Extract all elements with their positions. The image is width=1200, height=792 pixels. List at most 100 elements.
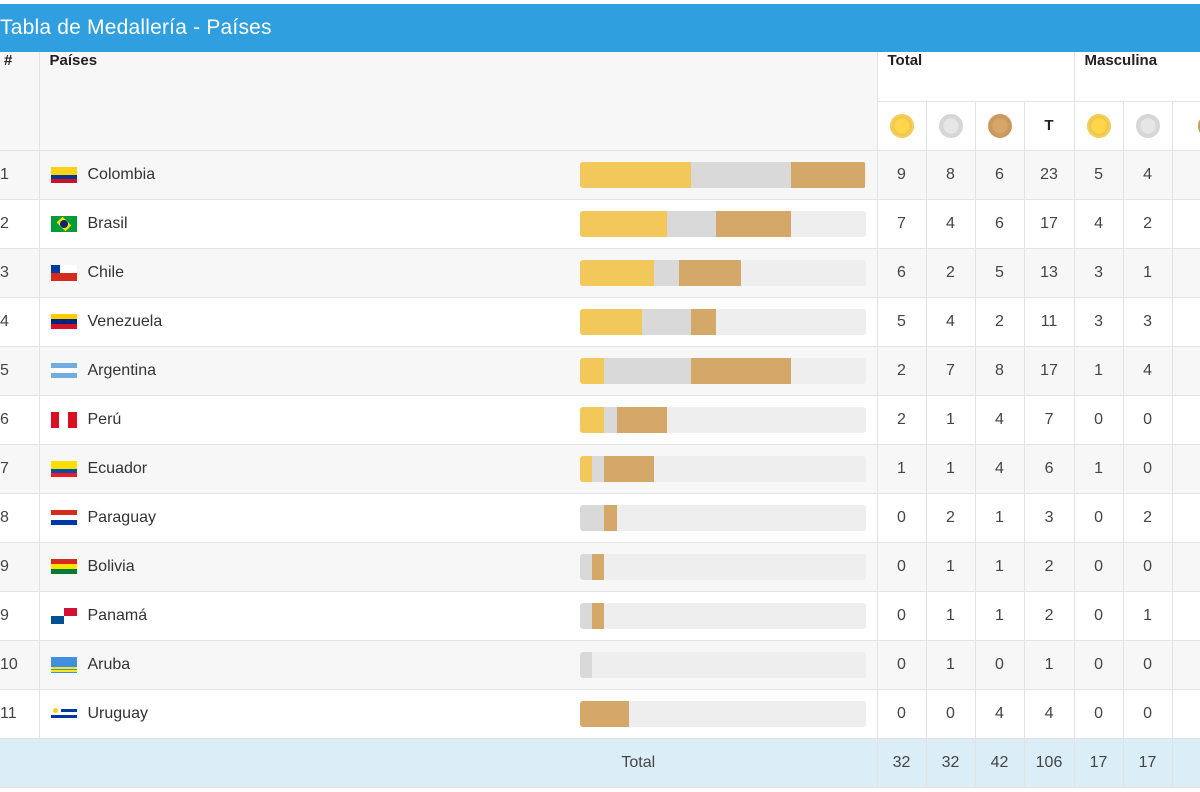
- table-row: 1 Colombia 98623543: [0, 150, 1200, 200]
- uruguay-flag-icon: [50, 705, 77, 722]
- country-name[interactable]: Venezuela: [87, 312, 163, 330]
- bronze-bar-segment: [604, 455, 655, 482]
- page-title: Tabla de Medallería - Países: [0, 16, 272, 39]
- total-count: 1: [1024, 640, 1075, 690]
- medal-bar: [579, 455, 866, 482]
- medal-bar: [579, 308, 866, 335]
- table-row: 11Uruguay0044002: [0, 689, 1200, 739]
- bronze-bar-segment: [591, 553, 605, 580]
- country-name[interactable]: Panamá: [87, 606, 148, 624]
- country-name[interactable]: Argentina: [87, 361, 157, 379]
- silver-count: 7: [926, 346, 976, 396]
- country-name[interactable]: Uruguay: [87, 704, 148, 722]
- country-name[interactable]: Paraguay: [87, 508, 157, 526]
- title-bar: Tabla de Medallería - Países: [0, 4, 1200, 52]
- total-count: 2: [1024, 591, 1075, 641]
- bronze-bar-segment: [716, 210, 791, 237]
- table-row: 3Chile62513313: [0, 248, 1200, 298]
- male-bronze-count: 3: [1172, 150, 1200, 200]
- table-row: 4Venezuela54211332: [0, 297, 1200, 347]
- medal-bar: [579, 651, 866, 678]
- silver-count: 1: [926, 542, 976, 592]
- male-gold-count: 3: [1074, 248, 1124, 298]
- gold-count: 0: [877, 493, 927, 543]
- silver-bar-segment: [579, 504, 605, 531]
- bronze-bar-segment: [790, 161, 866, 188]
- silver-bar-segment: [591, 455, 605, 482]
- bronze-count: 4: [975, 444, 1025, 494]
- gold-bar-segment: [579, 259, 655, 286]
- silver-count: 0: [926, 689, 976, 739]
- bronze-bar-segment: [604, 504, 617, 531]
- ecuador-flag-icon: [50, 460, 77, 477]
- rank-cell: 9: [0, 591, 40, 641]
- male-silver-count: 0: [1123, 542, 1173, 592]
- male-bronze-medal-icon: [1172, 101, 1200, 151]
- country-cell: Uruguay: [39, 689, 878, 739]
- silver-count: 2: [926, 248, 976, 298]
- bronze-bar-segment: [591, 602, 605, 629]
- bronze-bar-segment: [678, 259, 742, 286]
- total-male-gold: 17: [1074, 738, 1124, 788]
- gold-count: 0: [877, 640, 927, 690]
- male-bronze-count: 1: [1172, 444, 1200, 494]
- gold-count: 1: [877, 444, 927, 494]
- country-name[interactable]: Ecuador: [87, 459, 148, 477]
- country-name[interactable]: Aruba: [87, 655, 131, 673]
- medal-bar: [579, 210, 866, 237]
- gold-count: 5: [877, 297, 927, 347]
- country-name[interactable]: Perú: [87, 410, 122, 428]
- total-count: 17: [1024, 199, 1075, 249]
- bronze-count: 4: [975, 395, 1025, 445]
- silver-count: 4: [926, 297, 976, 347]
- bronze-bar-segment: [691, 308, 717, 335]
- table-row: 8Paraguay0213021: [0, 493, 1200, 543]
- gold-count: 0: [877, 591, 927, 641]
- total-male-silver: 17: [1123, 738, 1173, 788]
- country-name[interactable]: Brasil: [87, 214, 128, 232]
- male-silver-count: 0: [1123, 395, 1173, 445]
- silver-bar-segment: [579, 651, 592, 678]
- country-cell: Panamá: [39, 591, 878, 641]
- silver-bar-segment: [654, 259, 679, 286]
- country-name[interactable]: Chile: [87, 263, 124, 281]
- silver-bar-segment: [579, 553, 592, 580]
- silver-bar-segment: [604, 406, 617, 433]
- country-name[interactable]: Bolivia: [87, 557, 135, 575]
- total-gold: 32: [877, 738, 927, 788]
- country-header: Países: [39, 52, 878, 151]
- male-gold-count: 0: [1074, 689, 1124, 739]
- total-count: 2: [1024, 542, 1075, 592]
- male-silver-count: 4: [1123, 150, 1173, 200]
- rank-cell: 10: [0, 640, 40, 690]
- total-count: 3: [1024, 493, 1075, 543]
- total-all: 106: [1024, 738, 1075, 788]
- rank-cell: 7: [0, 444, 40, 494]
- gold-count: 6: [877, 248, 927, 298]
- total-column-header: T: [1024, 101, 1075, 151]
- gold-bar-segment: [579, 406, 605, 433]
- colombia-flag-icon: [50, 166, 77, 183]
- total-group-header: Total: [877, 52, 1075, 102]
- country-name[interactable]: Colombia: [87, 165, 156, 183]
- male-bronze-count: 2: [1172, 297, 1200, 347]
- medal-bar: [579, 602, 866, 629]
- country-cell: Argentina: [39, 346, 878, 396]
- country-cell: Chile: [39, 248, 878, 298]
- bronze-count: 6: [975, 199, 1025, 249]
- country-cell: Colombia: [39, 150, 878, 200]
- silver-count: 4: [926, 199, 976, 249]
- male-bronze-count: 5: [1172, 346, 1200, 396]
- male-gold-count: 4: [1074, 199, 1124, 249]
- male-gold-medal-icon: [1074, 101, 1124, 151]
- male-gold-count: 0: [1074, 493, 1124, 543]
- silver-bar-segment: [691, 161, 791, 188]
- gold-bar-segment: [579, 357, 605, 384]
- gold-count: 9: [877, 150, 927, 200]
- argentina-flag-icon: [50, 362, 77, 379]
- total-count: 11: [1024, 297, 1075, 347]
- rank-cell: 6: [0, 395, 40, 445]
- silver-count: 1: [926, 395, 976, 445]
- rank-cell: 2: [0, 199, 40, 249]
- total-count: 7: [1024, 395, 1075, 445]
